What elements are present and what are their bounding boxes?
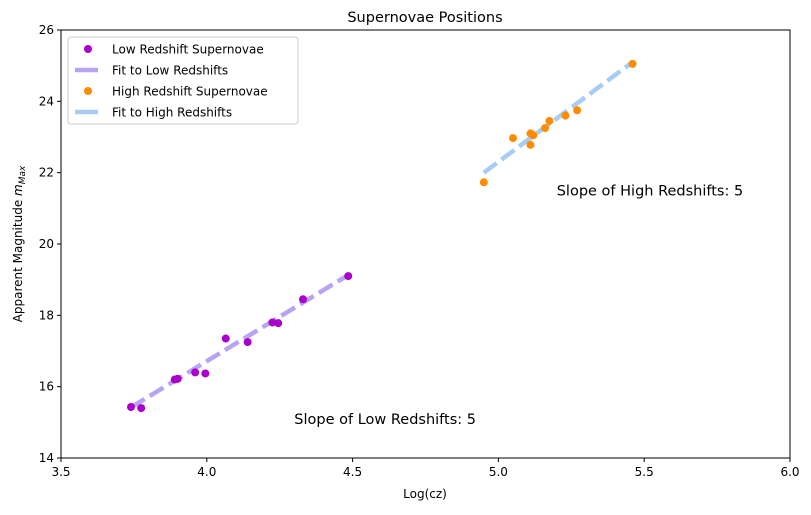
legend-box [67,36,299,125]
y-axis: 14 16 18 20 22 24 26 [39,23,61,465]
x-tick-label: 6.0 [780,465,799,479]
fit-line [129,273,350,410]
y-tick-label: 20 [39,237,54,251]
data-point [137,404,146,413]
data-point [529,131,538,140]
plot-area [126,59,637,413]
data-point [274,319,283,328]
x-tick-label: 3.5 [51,465,70,479]
data-point [628,59,637,68]
data-point [573,106,582,115]
x-tick-label: 4.0 [197,465,216,479]
y-tick-label: 24 [39,94,54,108]
data-point [299,295,308,304]
y-tick-label: 14 [39,451,54,465]
legend-marker [84,45,92,53]
data-point [479,178,488,187]
data-point [201,369,210,378]
legend-label: Low Redshift Supernovae [112,43,264,57]
data-point [173,374,182,383]
x-tick-label: 5.5 [635,465,654,479]
chart-title: Supernovae Positions [347,10,502,26]
annotations: Slope of High Redshifts: 5 Slope of Low R… [294,184,743,428]
x-axis-label: Log(cz) [403,487,447,501]
x-tick-label: 5.0 [489,465,508,479]
y-tick-label: 26 [39,23,54,37]
x-tick-label: 4.5 [343,465,362,479]
annotation-text: Slope of High Redshifts: 5 [557,184,744,200]
data-point [541,124,550,133]
data-point [191,368,200,377]
annotation-text: Slope of Low Redshifts: 5 [294,412,476,428]
y-tick-label: 22 [39,166,54,180]
data-point [561,111,570,120]
y-axis-label: Apparent Magnitude mMax [11,165,28,322]
y-tick-label: 18 [39,308,54,322]
legend-marker [84,87,92,95]
legend-label: High Redshift Supernovae [112,85,268,99]
legend-label: Fit to Low Redshifts [112,64,228,78]
data-point [268,318,277,327]
data-point [126,402,135,411]
data-point [243,338,252,347]
data-point [344,272,353,281]
fit-line [482,60,634,175]
data-point [526,140,535,149]
y-tick-label: 16 [39,380,54,394]
data-point [508,134,517,143]
data-point [545,116,554,125]
legend: Low Redshift Supernovae Fit to Low Redshi… [67,36,299,125]
x-axis: 3.5 4.0 4.5 5.0 5.5 6.0 [51,458,800,479]
data-point [221,334,230,343]
legend-label: Fit to High Redshifts [112,106,232,120]
